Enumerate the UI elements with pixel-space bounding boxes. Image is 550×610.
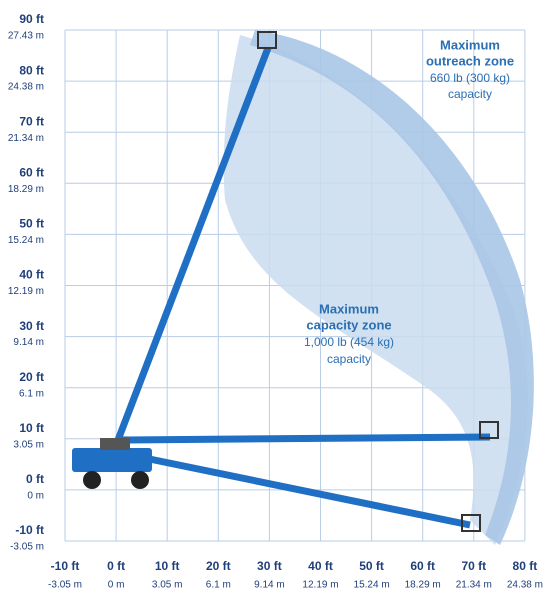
y-tick-label: 50 ft bbox=[19, 217, 44, 231]
y-tick-label: 6.1 m bbox=[19, 388, 44, 399]
y-tick-label: 0 ft bbox=[26, 472, 44, 486]
y-tick-label: 80 ft bbox=[19, 63, 44, 77]
y-tick-label: 90 ft bbox=[19, 12, 44, 26]
zone-load: 660 lb (300 kg) bbox=[430, 71, 510, 85]
y-tick-label: 20 ft bbox=[19, 370, 44, 384]
x-tick-label: 0 m bbox=[108, 580, 125, 591]
y-tick-label: 21.34 m bbox=[8, 133, 44, 144]
x-tick-label: 20 ft bbox=[206, 559, 231, 573]
boom-horizontal bbox=[119, 433, 491, 444]
x-tick-label: 24.38 m bbox=[507, 580, 543, 591]
outreach-label: Maximum outreach zone 660 lb (300 kg) ca… bbox=[426, 37, 514, 101]
x-tick-label: 50 ft bbox=[359, 559, 384, 573]
outreach-zone bbox=[250, 30, 534, 545]
lift bbox=[72, 31, 499, 532]
platform bbox=[479, 421, 499, 439]
turntable bbox=[100, 438, 130, 450]
y-tick-label: -3.05 m bbox=[10, 542, 44, 553]
wheel bbox=[83, 471, 101, 489]
x-tick-label: -10 ft bbox=[51, 559, 80, 573]
y-tick-label: 12.19 m bbox=[8, 286, 44, 297]
y-tick-label: 9.14 m bbox=[13, 337, 44, 348]
x-tick-label: 15.24 m bbox=[354, 580, 390, 591]
x-tick-label: 40 ft bbox=[308, 559, 333, 573]
x-tick-label: 30 ft bbox=[257, 559, 282, 573]
chassis bbox=[72, 448, 152, 472]
y-tick-label: 3.05 m bbox=[13, 439, 44, 450]
labels: 90 ft 27.43 m 80 ft 24.38 m 70 ft 21.34 m 60 f… bbox=[8, 12, 543, 590]
y-tick-label: 40 ft bbox=[19, 268, 44, 282]
boom-low bbox=[129, 451, 471, 529]
y-tick-label: 30 ft bbox=[19, 319, 44, 333]
platform bbox=[461, 514, 481, 532]
capacity-label: Maximum capacity zone 1,000 lb (454 kg) … bbox=[304, 301, 394, 366]
x-tick-label: 9.14 m bbox=[254, 580, 285, 591]
zone-title: Maximum bbox=[440, 37, 500, 52]
boom-up bbox=[114, 46, 272, 442]
y-tick-label: 60 ft bbox=[19, 165, 44, 179]
zone-load: 1,000 lb (454 kg) bbox=[304, 335, 394, 349]
x-tick-label: 21.34 m bbox=[456, 580, 492, 591]
zone-note: capacity bbox=[327, 352, 371, 366]
y-tick-label: 27.43 m bbox=[8, 31, 44, 42]
y-tick-label: 24.38 m bbox=[8, 82, 44, 93]
platform bbox=[257, 31, 277, 49]
zone-title: Maximum bbox=[319, 301, 379, 316]
y-tick-label: 0 m bbox=[27, 491, 44, 502]
x-tick-label: -3.05 m bbox=[48, 580, 82, 591]
x-tick-label: 3.05 m bbox=[152, 580, 183, 591]
y-tick-label: 70 ft bbox=[19, 114, 44, 128]
x-tick-label: 80 ft bbox=[513, 559, 538, 573]
wheel bbox=[131, 471, 149, 489]
x-tick-label: 0 ft bbox=[107, 559, 125, 573]
x-tick-label: 70 ft bbox=[461, 559, 486, 573]
capacity-zone bbox=[223, 35, 528, 545]
y-tick-label: 10 ft bbox=[19, 421, 44, 435]
x-tick-label: 18.29 m bbox=[405, 580, 441, 591]
y-tick-label: 15.24 m bbox=[8, 235, 44, 246]
x-tick-label: 10 ft bbox=[155, 559, 180, 573]
x-tick-label: 12.19 m bbox=[302, 580, 338, 591]
x-tick-label: 60 ft bbox=[410, 559, 435, 573]
y-tick-label: -10 ft bbox=[15, 523, 44, 537]
zone-title: outreach zone bbox=[426, 53, 514, 68]
zone-note: capacity bbox=[448, 87, 492, 101]
y-tick-label: 18.29 m bbox=[8, 184, 44, 195]
x-tick-label: 6.1 m bbox=[206, 580, 231, 591]
zone-title: capacity zone bbox=[306, 317, 391, 332]
